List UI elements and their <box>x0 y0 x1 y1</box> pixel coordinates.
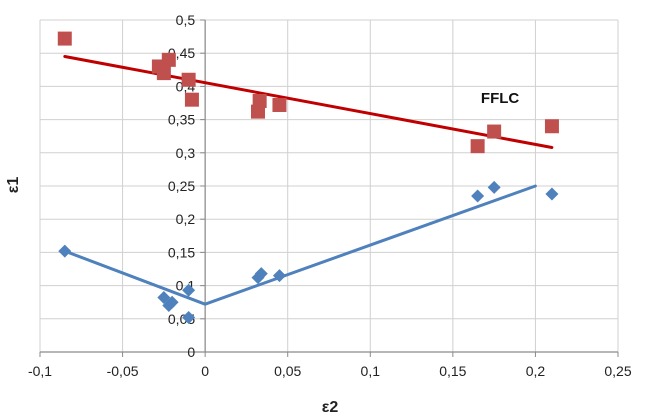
square-marker <box>181 72 196 87</box>
square-marker <box>252 94 267 109</box>
square-marker <box>470 139 485 154</box>
x-tick-label: 0,05 <box>274 363 301 379</box>
y-tick-label: 0,3 <box>176 145 196 161</box>
diamond-marker <box>182 283 196 297</box>
tick-labels: -0,1 -0,05 0 0,05 0,1 0,15 0,2 0,2500,050,10,15… <box>28 12 632 379</box>
diamond-marker <box>272 269 286 283</box>
square-marker <box>156 66 171 81</box>
diamond-marker <box>487 180 501 194</box>
annotation-fflc: FFLC <box>481 90 519 107</box>
diamond-marker <box>471 189 485 203</box>
trend-line <box>63 184 537 306</box>
x-tick-label: 0,25 <box>604 363 631 379</box>
x-tick-label: 0 <box>201 363 209 379</box>
square-marker <box>250 104 265 119</box>
square-marker <box>161 52 176 67</box>
square-marker <box>487 124 502 139</box>
y-tick-label: 0,15 <box>168 244 195 260</box>
square-marker <box>184 92 199 107</box>
y-tick-label: 0,2 <box>176 211 196 227</box>
diamond-marker <box>58 244 72 258</box>
diamond-marker <box>254 267 268 281</box>
y-tick-label: 0,35 <box>168 112 195 128</box>
diamond-marker <box>165 295 179 309</box>
y-tick-label: 0,5 <box>176 12 196 28</box>
diamond-marker <box>182 310 196 324</box>
data-points <box>57 31 559 324</box>
x-axis-title: ε2 <box>322 399 339 416</box>
trend-lines <box>63 55 554 306</box>
diamond-marker <box>545 187 559 201</box>
trend-line <box>63 55 554 149</box>
y-tick-label: 0 <box>187 344 195 360</box>
x-tick-label: -0,05 <box>107 363 139 379</box>
x-tick-label: 0,1 <box>361 363 381 379</box>
axes <box>39 19 619 357</box>
square-marker <box>544 119 559 134</box>
square-marker <box>57 31 72 46</box>
y-axis-title: ε1 <box>5 177 22 194</box>
x-tick-label: 0,15 <box>439 363 466 379</box>
square-marker <box>272 97 287 112</box>
x-tick-label: 0,2 <box>526 363 546 379</box>
x-tick-label: -0,1 <box>28 363 52 379</box>
y-tick-label: 0,25 <box>168 178 195 194</box>
